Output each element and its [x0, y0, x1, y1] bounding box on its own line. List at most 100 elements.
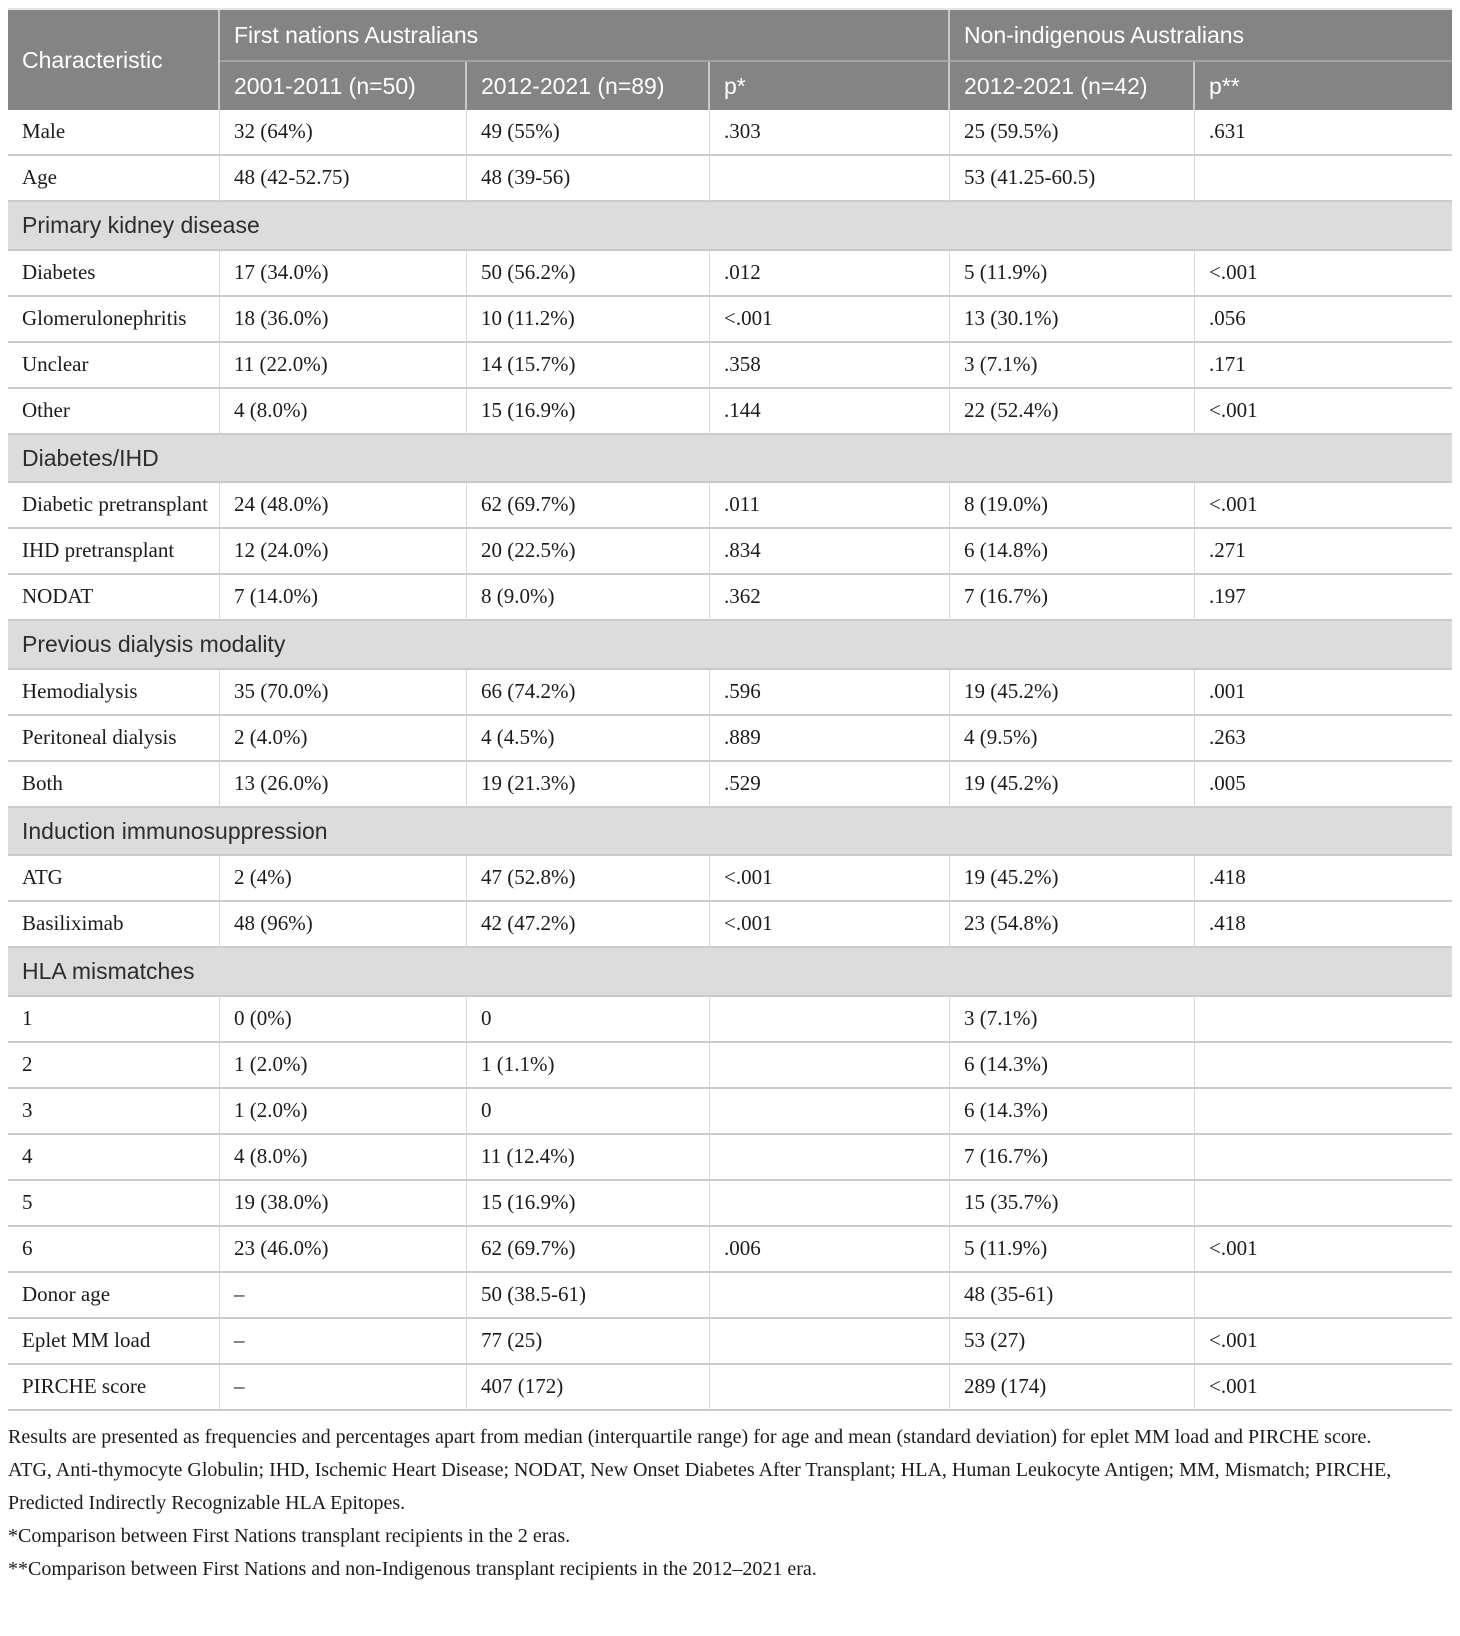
data-cell: 66 (74.2%) [467, 669, 710, 716]
data-cell: 11 (12.4%) [467, 1134, 710, 1181]
data-cell: – [220, 1318, 467, 1365]
group-header-non-indigenous: Non-indigenous Australians [950, 10, 1453, 62]
data-cell [1195, 1272, 1453, 1319]
table-figure: Characteristic First nations Australians… [8, 8, 1453, 1600]
data-cell: .197 [1195, 575, 1453, 621]
subheader-era-2001-2011: 2001-2011 (n=50) [220, 62, 467, 110]
data-cell: .358 [710, 342, 951, 389]
row-label: 6 [8, 1226, 220, 1273]
data-cell: 7 (14.0%) [220, 575, 467, 621]
row-label: PIRCHE score [8, 1364, 220, 1411]
row-label: ATG [8, 856, 220, 902]
footnote: ATG, Anti-thymocyte Globulin; IHD, Ische… [8, 1458, 1392, 1514]
data-cell: 50 (38.5-61) [467, 1272, 710, 1319]
data-cell: 14 (15.7%) [467, 342, 710, 389]
data-cell: 8 (9.0%) [467, 575, 710, 621]
row-label: NODAT [8, 575, 220, 621]
footnotes: Results are presented as frequencies and… [8, 1411, 1452, 1600]
data-cell: <.001 [710, 902, 951, 948]
data-cell: 12 (24.0%) [220, 529, 467, 575]
footnote: Results are presented as frequencies and… [8, 1425, 1372, 1448]
data-cell: 1 (2.0%) [220, 1088, 467, 1135]
data-cell: 1 (1.1%) [467, 1042, 710, 1089]
data-cell: 15 (35.7%) [950, 1180, 1196, 1227]
data-cell [1195, 1042, 1453, 1089]
row-label: Other [8, 388, 220, 435]
data-cell: .001 [1195, 669, 1453, 716]
data-cell: 48 (39-56) [467, 156, 710, 202]
table-row: NODAT 7 (14.0%) 8 (9.0%) .362 7 (16.7%) .197 [8, 575, 1453, 621]
row-label: Peritoneal dialysis [8, 715, 220, 762]
data-cell: 48 (42-52.75) [220, 156, 467, 202]
footnote: *Comparison between First Nations transp… [8, 1524, 571, 1547]
data-cell: – [220, 1364, 467, 1411]
row-label: Age [8, 156, 220, 202]
row-label: Male [8, 110, 220, 156]
group-header-row: Characteristic First nations Australians… [8, 10, 1453, 110]
group-header-first-nations: First nations Australians [220, 10, 951, 62]
data-cell: 18 (36.0%) [220, 296, 467, 343]
table-row: Both 13 (26.0%) 19 (21.3%) .529 19 (45.2%) .0… [8, 761, 1453, 808]
table-row: Male 32 (64%) 49 (55%) .303 25 (59.5%) .631 [8, 110, 1453, 156]
data-cell: .012 [710, 250, 951, 297]
data-cell: 49 (55%) [467, 110, 710, 156]
table-row: Age 48 (42-52.75) 48 (39-56) 53 (41.25-60.5… [8, 156, 1453, 202]
data-cell: .596 [710, 669, 951, 716]
data-cell: 17 (34.0%) [220, 250, 467, 297]
subheader-era-2012-2021-ni: 2012-2021 (n=42) [950, 62, 1196, 110]
table-row: Eplet MM load –77 (25) 53 (27) <.001 [8, 1318, 1453, 1365]
data-cell: <.001 [710, 856, 951, 902]
data-cell: .418 [1195, 902, 1453, 948]
data-cell [710, 1042, 951, 1089]
data-cell: .263 [1195, 715, 1453, 762]
data-cell: <.001 [1195, 483, 1453, 529]
data-cell: 53 (41.25-60.5) [950, 156, 1196, 202]
data-cell [1195, 1088, 1453, 1135]
table-row: ATG 2 (4%) 47 (52.8%) <.001 19 (45.2%) .418 [8, 856, 1453, 902]
table-row: Diabetes 17 (34.0%) 50 (56.2%) .012 5 (11.9%… [8, 250, 1453, 297]
data-cell [710, 1272, 951, 1319]
data-cell: 2 (4%) [220, 856, 467, 902]
data-cell: .834 [710, 529, 951, 575]
data-cell: 1 (2.0%) [220, 1042, 467, 1089]
table-row: PIRCHE score –407 (172) 289 (174) <.001 [8, 1364, 1453, 1411]
data-cell: 62 (69.7%) [467, 1226, 710, 1273]
section-header-row: Diabetes/IHD [8, 434, 1453, 483]
data-cell: 19 (45.2%) [950, 856, 1196, 902]
subheader-p-double-star: p** [1195, 62, 1453, 110]
section-title: HLA mismatches [8, 948, 1453, 997]
data-cell [1195, 1134, 1453, 1181]
section-title: Induction immunosuppression [8, 807, 1453, 856]
data-cell: .171 [1195, 342, 1453, 389]
subheader-era-2012-2021-fn: 2012-2021 (n=89) [467, 62, 710, 110]
data-cell [1195, 996, 1453, 1043]
data-cell: .006 [710, 1226, 951, 1273]
data-cell: 0 [467, 1088, 710, 1135]
data-cell [710, 1364, 951, 1411]
table-row: Other 4 (8.0%) 15 (16.9%) .144 22 (52.4%) <.0… [8, 388, 1453, 435]
data-cell: <.001 [1195, 388, 1453, 435]
data-cell: 4 (4.5%) [467, 715, 710, 762]
data-cell: 77 (25) [467, 1318, 710, 1365]
data-cell: 19 (21.3%) [467, 761, 710, 808]
row-label: Both [8, 761, 220, 808]
data-cell: <.001 [1195, 1318, 1453, 1365]
data-cell: 53 (27) [950, 1318, 1196, 1365]
section-title: Primary kidney disease [8, 202, 1453, 251]
data-cell: 22 (52.4%) [950, 388, 1196, 435]
data-cell: 10 (11.2%) [467, 296, 710, 343]
data-cell: 7 (16.7%) [950, 575, 1196, 621]
data-cell: 20 (22.5%) [467, 529, 710, 575]
table-row: Glomerulonephritis 18 (36.0%) 10 (11.2%) <.… [8, 296, 1453, 343]
data-cell [710, 996, 951, 1043]
table-row: Peritoneal dialysis 2 (4.0%) 4 (4.5%) .889 4… [8, 715, 1453, 762]
data-cell: 407 (172) [467, 1364, 710, 1411]
data-cell: 32 (64%) [220, 110, 467, 156]
section-header-row: Induction immunosuppression [8, 807, 1453, 856]
data-cell: 289 (174) [950, 1364, 1196, 1411]
data-cell: 25 (59.5%) [950, 110, 1196, 156]
data-cell [710, 1180, 951, 1227]
